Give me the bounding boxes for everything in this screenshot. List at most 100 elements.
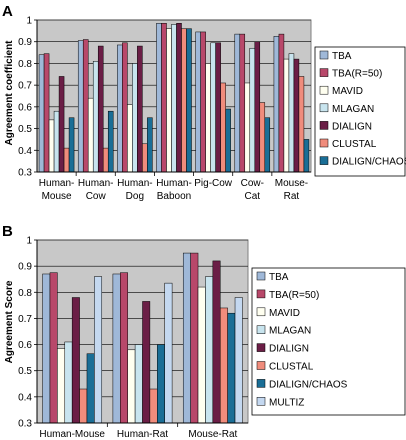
bar [132,63,138,173]
bar [63,147,70,173]
bar [77,40,84,173]
bar [142,143,148,173]
bar [149,388,158,424]
panel-b-legend: TBA TBA(R=50) MAVID MLAGAN DIALIGN CLUSTAL DIA… [251,267,406,416]
legend-label: MAVID [332,86,363,97]
bar [112,273,121,424]
bar [283,58,290,173]
bar [197,286,206,424]
bar [264,117,271,173]
x-tick-label: Cow-Cat [241,178,264,202]
bar [92,61,99,173]
bar [79,388,88,424]
bar [288,53,295,173]
bar [195,31,201,173]
panel-b: B Agreement Score 0.3 0.4 0.5 0.6 0.7 0.8 0.9 1… [2,223,406,440]
legend-label: DIALIGN/CHAOS [332,157,406,168]
panel-b-plot: 0.3 0.4 0.5 0.6 0.7 0.8 0.9 1 Human-Mouse Human-R… [18,236,249,440]
legend-label: TBA(R=50) [269,290,319,301]
bar [239,33,246,173]
panel-a-plot: 0.3 0.4 0.5 0.6 0.7 0.8 0.9 1 Human-MouseHuman-C… [18,16,312,202]
bar [181,28,187,173]
legend-box [314,46,406,177]
bar [87,97,94,173]
bar [190,252,199,424]
y-tick-label: 1 [26,236,32,247]
panel-b-ylabel: Agreement Score [4,280,15,363]
legend-swatch [319,121,329,130]
bar [278,33,285,173]
x-tick-label: Mouse-Rat [275,178,308,202]
legend-label: CLUSTAL [269,362,314,373]
bar [220,82,226,173]
panel-a-label: A [2,3,13,20]
bar [234,297,243,424]
bar [227,312,236,424]
bar [134,344,143,424]
x-tick-label: Human-Dog [117,178,153,202]
y-tick-label: 0.3 [18,168,32,179]
x-tick-label: Human-Cow [78,178,114,202]
legend-swatch [319,103,329,113]
bar [210,42,216,173]
bar [156,23,162,173]
legend-swatch [256,343,266,352]
bar [137,45,143,173]
legend-swatch [256,379,266,388]
y-tick-label: 0.9 [18,262,32,273]
bar [164,282,173,424]
bar [86,353,95,424]
bar [120,272,128,424]
bar [57,348,66,424]
bar [42,273,51,424]
legend-label: TBA [269,272,289,283]
legend-label: CLUSTAL [332,139,377,150]
bar [68,117,75,173]
legend-swatch [319,156,329,165]
x-tick-label: Human-Baboon [156,178,192,202]
bar [58,76,65,173]
bar [97,45,104,173]
bar [49,272,58,424]
bar [43,53,50,173]
bar [142,301,151,424]
legend-swatch [256,361,266,370]
x-tick-label: Pig-Cow [194,178,233,189]
y-tick-label: 0.3 [18,419,32,430]
bar [157,344,165,424]
x-tick-label: Human-Mouse [39,178,75,202]
legend-label: DIALIGN [332,121,372,132]
legend-swatch [319,85,329,95]
bar [122,42,128,173]
bar [127,349,136,424]
legend-label: TBA(R=50) [332,69,382,80]
bar [161,23,167,173]
bar [166,28,172,173]
bar [64,341,73,424]
bar [244,82,251,173]
legend-swatch [319,68,329,77]
bar [171,24,177,173]
panel-a-legend: TBA TBA(R=50) MAVID MLAGAN DIALIGN CLUSTAL DIA… [314,46,406,177]
y-tick-label: 0.5 [18,124,32,135]
y-tick-label: 0.8 [18,288,32,299]
bar [82,39,89,173]
legend-swatch [256,325,266,334]
bar [298,76,305,173]
y-tick-label: 0.7 [18,314,32,325]
y-tick-label: 0.5 [18,366,32,377]
bar [182,252,191,424]
bar [259,102,266,173]
y-tick-label: 0.8 [18,59,32,70]
bar [303,139,310,173]
bar [212,260,221,424]
legend-label: TBA [332,51,352,62]
y-tick-label: 0.4 [18,146,32,157]
bar [293,58,300,173]
bar [273,36,280,173]
legend-swatch [319,138,329,148]
bar [107,110,114,173]
y-tick-label: 0.7 [18,81,32,92]
bar [147,117,153,173]
bar [176,23,182,173]
